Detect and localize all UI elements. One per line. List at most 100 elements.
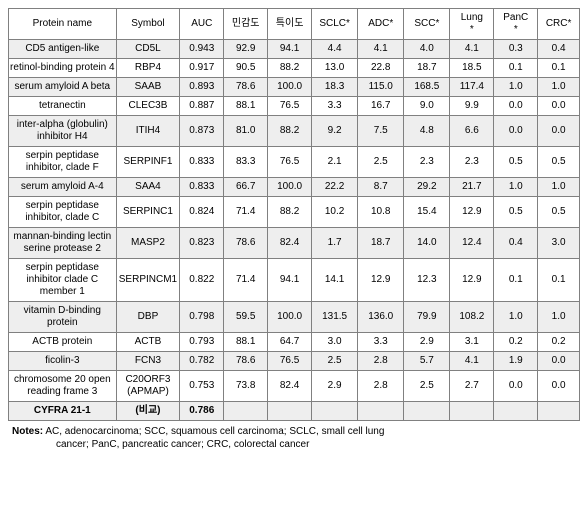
- table-cell: 16.7: [358, 97, 404, 116]
- table-row: retinol-binding protein 4RBP40.91790.588…: [9, 59, 580, 78]
- table-cell: 88.1: [224, 333, 268, 352]
- table-cell: CLEC3B: [116, 97, 180, 116]
- table-cell: 12.9: [358, 259, 404, 302]
- table-cell: 2.1: [312, 147, 358, 178]
- table-cell: 88.1: [224, 97, 268, 116]
- table-cell: 0.4: [538, 40, 580, 59]
- table-cell: 0.2: [538, 333, 580, 352]
- table-cell: 2.3: [404, 147, 450, 178]
- col-header: 민감도: [224, 9, 268, 40]
- table-cell: 4.1: [450, 40, 494, 59]
- table-cell: 4.4: [312, 40, 358, 59]
- table-cell: [268, 402, 312, 421]
- table-row: serpin peptidase inhibitor, clade FSERPI…: [9, 147, 580, 178]
- col-header: PanC*: [494, 9, 538, 40]
- table-cell: 88.2: [268, 116, 312, 147]
- table-cell: 0.782: [180, 352, 224, 371]
- table-cell: 0.873: [180, 116, 224, 147]
- table-cell: 0.0: [538, 352, 580, 371]
- col-header: Protein name: [9, 9, 117, 40]
- col-header: CRC*: [538, 9, 580, 40]
- table-cell: 2.5: [404, 371, 450, 402]
- table-cell: 1.0: [538, 178, 580, 197]
- notes-block: Notes: AC, adenocarcinoma; SCC, squamous…: [8, 421, 580, 451]
- table-cell: 71.4: [224, 259, 268, 302]
- table-cell: 12.9: [450, 259, 494, 302]
- table-cell: 8.7: [358, 178, 404, 197]
- table-cell: ACTB protein: [9, 333, 117, 352]
- table-cell: 90.5: [224, 59, 268, 78]
- table-cell: 82.4: [268, 228, 312, 259]
- table-cell: 94.1: [268, 40, 312, 59]
- table-cell: 64.7: [268, 333, 312, 352]
- table-cell: inter-alpha (globulin) inhibitor H4: [9, 116, 117, 147]
- table-cell: 100.0: [268, 302, 312, 333]
- col-header: Symbol: [116, 9, 180, 40]
- table-row: chromosome 20 open reading frame 3C20ORF…: [9, 371, 580, 402]
- table-cell: 1.0: [538, 302, 580, 333]
- table-cell: 2.7: [450, 371, 494, 402]
- table-cell: 0.887: [180, 97, 224, 116]
- table-row: ACTB proteinACTB0.79388.164.73.03.32.93.…: [9, 333, 580, 352]
- protein-table: Protein nameSymbolAUC민감도특이도SCLC*ADC*SCC*…: [8, 8, 580, 421]
- table-cell: 0.798: [180, 302, 224, 333]
- table-cell: 100.0: [268, 78, 312, 97]
- table-cell: 2.5: [312, 352, 358, 371]
- table-cell: 2.8: [358, 371, 404, 402]
- table-row: vitamin D-binding proteinDBP0.79859.5100…: [9, 302, 580, 333]
- table-cell: 76.5: [268, 352, 312, 371]
- col-header: 특이도: [268, 9, 312, 40]
- table-cell: 2.3: [450, 147, 494, 178]
- table-cell: 0.793: [180, 333, 224, 352]
- table-row-comparison: CYFRA 21-1(비교)0.786: [9, 402, 580, 421]
- table-cell: 1.7: [312, 228, 358, 259]
- table-cell: 117.4: [450, 78, 494, 97]
- table-cell: serpin peptidase inhibitor, clade F: [9, 147, 117, 178]
- table-cell: 14.1: [312, 259, 358, 302]
- table-cell: 131.5: [312, 302, 358, 333]
- table-cell: tetranectin: [9, 97, 117, 116]
- table-cell: 108.2: [450, 302, 494, 333]
- table-cell: 10.2: [312, 197, 358, 228]
- table-cell: 18.7: [358, 228, 404, 259]
- table-cell: FCN3: [116, 352, 180, 371]
- table-cell: 0.2: [494, 333, 538, 352]
- table-cell: 88.2: [268, 59, 312, 78]
- table-cell: 0.1: [494, 59, 538, 78]
- col-header: ADC*: [358, 9, 404, 40]
- table-cell: [404, 402, 450, 421]
- table-cell: 0.0: [538, 116, 580, 147]
- table-cell: 0.1: [538, 259, 580, 302]
- table-cell: 81.0: [224, 116, 268, 147]
- table-cell: CD5L: [116, 40, 180, 59]
- table-row: tetranectinCLEC3B0.88788.176.53.316.79.0…: [9, 97, 580, 116]
- table-cell: chromosome 20 open reading frame 3: [9, 371, 117, 402]
- table-cell: 0.917: [180, 59, 224, 78]
- table-cell: 0.0: [538, 371, 580, 402]
- table-cell: 6.6: [450, 116, 494, 147]
- table-cell: 71.4: [224, 197, 268, 228]
- table-cell: SERPINF1: [116, 147, 180, 178]
- table-cell: 14.0: [404, 228, 450, 259]
- table-cell: 4.1: [358, 40, 404, 59]
- table-cell: [538, 402, 580, 421]
- table-cell: 4.0: [404, 40, 450, 59]
- table-cell: 0.833: [180, 147, 224, 178]
- table-cell: ACTB: [116, 333, 180, 352]
- table-cell: ITIH4: [116, 116, 180, 147]
- table-cell: 12.9: [450, 197, 494, 228]
- table-cell: 0.5: [538, 197, 580, 228]
- table-cell: 22.8: [358, 59, 404, 78]
- table-cell: 0.786: [180, 402, 224, 421]
- table-cell: 18.3: [312, 78, 358, 97]
- table-row: serum amyloid A betaSAAB0.89378.6100.018…: [9, 78, 580, 97]
- table-cell: 3.1: [450, 333, 494, 352]
- table-cell: 82.4: [268, 371, 312, 402]
- table-cell: 4.1: [450, 352, 494, 371]
- table-cell: 76.5: [268, 147, 312, 178]
- table-cell: CYFRA 21-1: [9, 402, 117, 421]
- table-cell: 9.2: [312, 116, 358, 147]
- table-cell: 0.943: [180, 40, 224, 59]
- table-cell: 0.5: [494, 147, 538, 178]
- table-cell: 88.2: [268, 197, 312, 228]
